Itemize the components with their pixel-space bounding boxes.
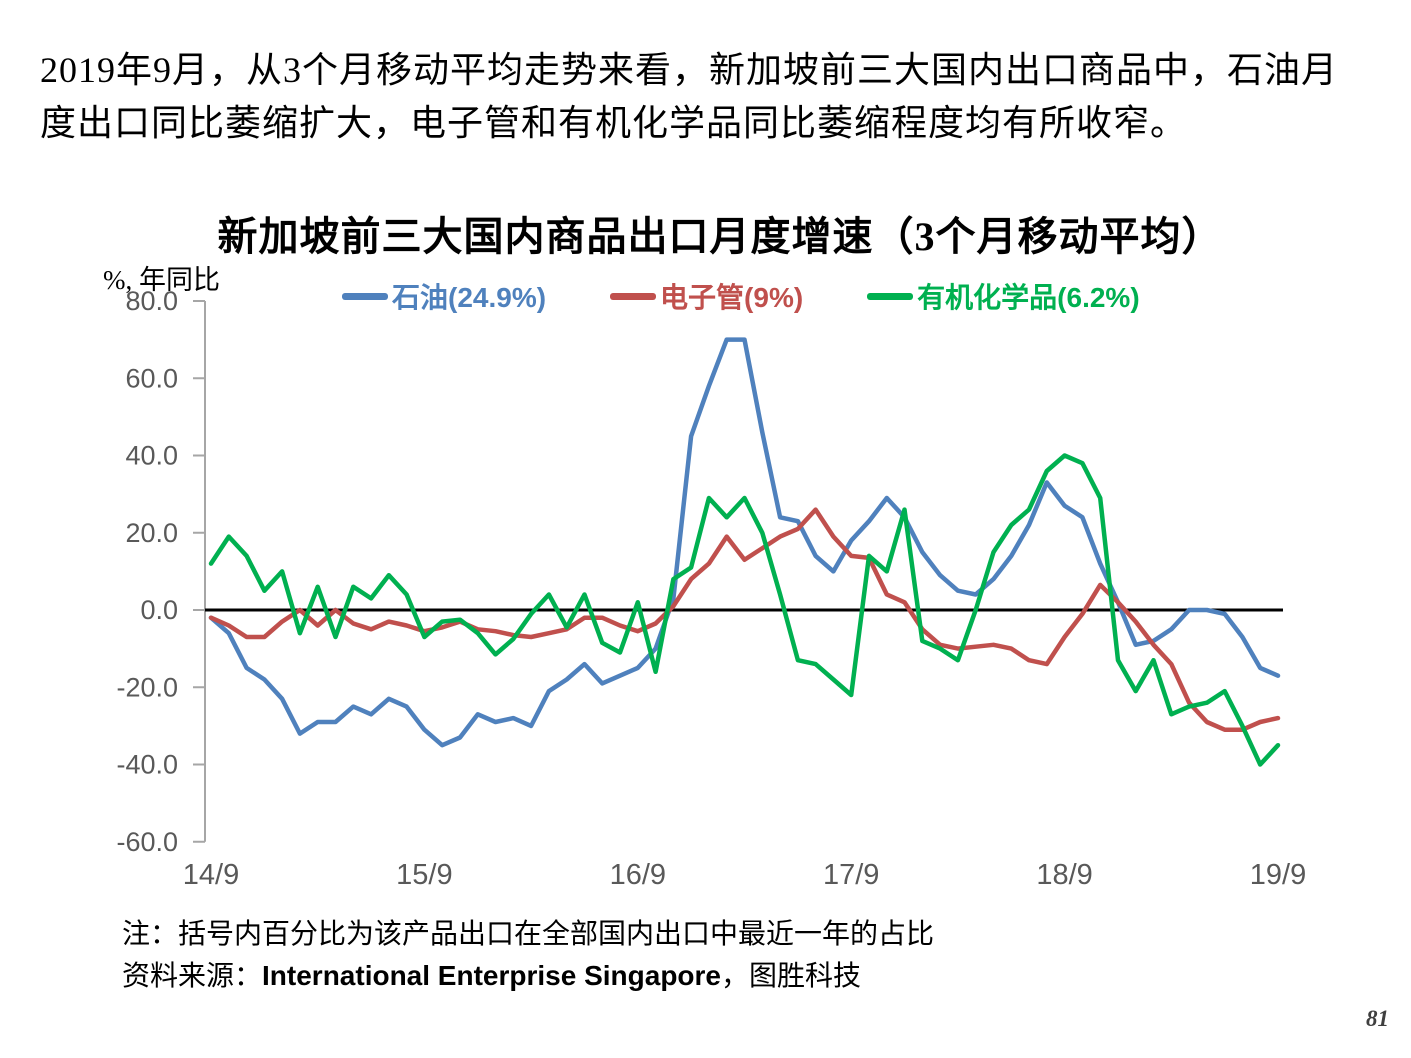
- source-line: 资料来源：International Enterprise Singapore，…: [122, 960, 862, 992]
- note-line: 注：括号内百分比为该产品出口在全部国内出口中最近一年的占比: [122, 919, 935, 950]
- x-tick-label: 14/9: [183, 859, 239, 891]
- intro-paragraph: 2019年9月，从3个月移动平均走势来看，新加坡前三大国内出口商品中，石油月度出…: [40, 50, 1339, 143]
- slide-nav: [0, 988, 1411, 1058]
- legend-label-electronic-valves: 电子管(9%): [660, 282, 804, 313]
- legend-label-petroleum: 石油(24.9%): [392, 282, 547, 313]
- y-tick-label: 0.0: [140, 595, 178, 625]
- x-tick-label: 16/9: [610, 859, 666, 891]
- series-line: [208, 507, 1281, 732]
- electronic-valves-line-swatch-icon: [610, 292, 657, 300]
- x-tick-label: 15/9: [396, 859, 452, 891]
- y-tick-label: 20.0: [125, 518, 178, 548]
- y-tick-label: 80.0: [125, 286, 178, 316]
- page-number: 81: [1366, 1006, 1389, 1031]
- y-tick-label: 40.0: [125, 441, 178, 471]
- y-axis-unit-label: %, 年同比: [103, 265, 220, 295]
- legend-item-electronic-valves: 电子管(9%): [610, 276, 803, 316]
- organic-chemicals-line-swatch-icon: [867, 292, 914, 300]
- x-tick-label: 18/9: [1036, 859, 1092, 891]
- legend-label-organic-chemicals: 有机化学品(6.2%): [917, 282, 1140, 313]
- series-line: [208, 337, 1281, 748]
- chart-notes: 注：括号内百分比为该产品出口在全部国内出口中最近一年的占比 资料来源：Inter…: [122, 914, 934, 997]
- chart-title: 新加坡前三大国内商品出口月度增速（3个月移动平均）: [217, 214, 1223, 259]
- y-tick-label: -20.0: [116, 672, 178, 702]
- y-tick-label: -40.0: [116, 750, 178, 780]
- x-tick-label: 17/9: [823, 859, 879, 891]
- chart-legend: 石油(24.9%) 电子管(9%) 有机化学品(6.2%): [342, 276, 1140, 316]
- petroleum-line-swatch-icon: [342, 292, 388, 300]
- y-tick-label: 60.0: [125, 363, 178, 393]
- legend-item-organic-chemicals: 有机化学品(6.2%): [867, 276, 1140, 316]
- legend-item-petroleum: 石油(24.9%): [342, 276, 546, 316]
- series-line: [208, 453, 1281, 767]
- x-tick-label: 19/9: [1250, 859, 1306, 891]
- y-tick-label: -60.0: [116, 827, 178, 857]
